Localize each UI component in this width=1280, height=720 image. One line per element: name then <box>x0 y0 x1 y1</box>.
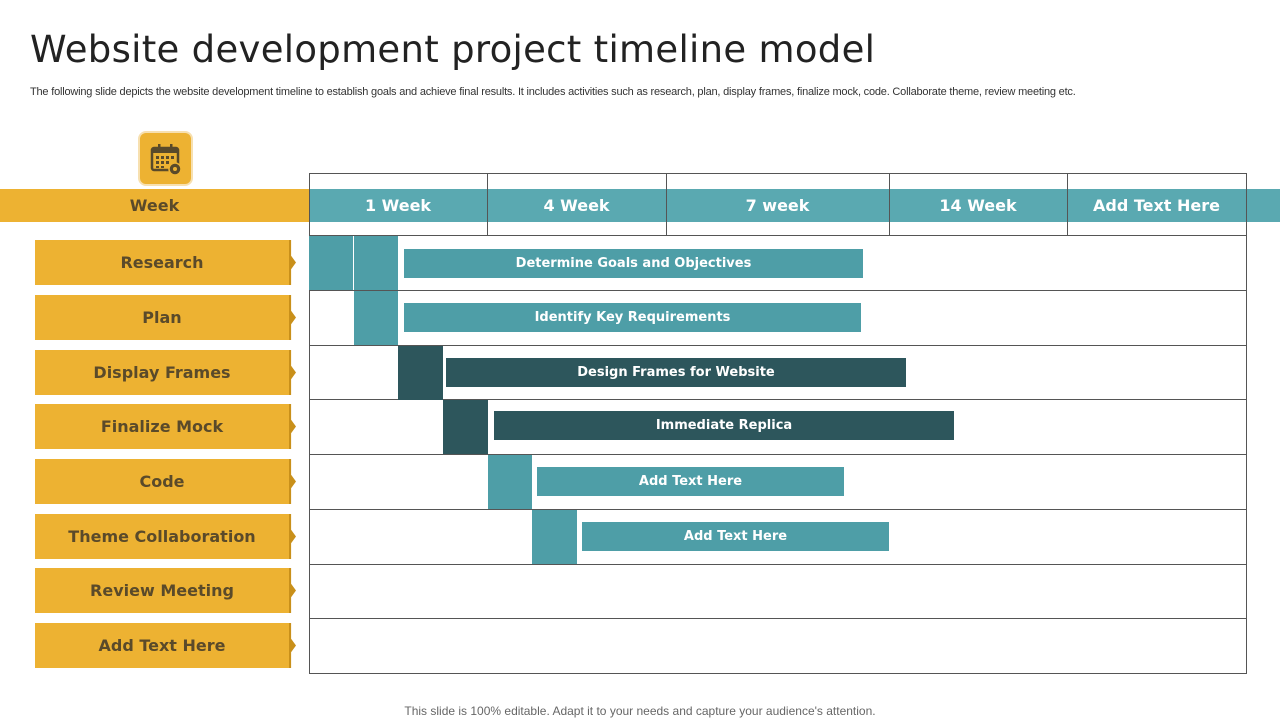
grid-line <box>309 235 1247 236</box>
task-bar: Determine Goals and Objectives <box>404 249 863 278</box>
column-header: Add Text Here <box>1092 196 1221 215</box>
grid-line <box>487 173 488 235</box>
row-label: Display Frames <box>35 350 289 395</box>
grid-line <box>309 509 1247 510</box>
grid-line <box>309 564 1247 565</box>
timeline-cell <box>398 346 443 400</box>
page-subtitle: The following slide depicts the website … <box>30 86 1076 98</box>
timeline-cell <box>309 236 353 290</box>
grid-line <box>309 345 1247 346</box>
column-header: 14 Week <box>939 196 1017 215</box>
task-bar: Identify Key Requirements <box>404 303 861 332</box>
row-label: Add Text Here <box>35 623 289 668</box>
row-label: Research <box>35 240 289 285</box>
row-label: Review Meeting <box>35 568 289 613</box>
timeline-cell <box>354 291 398 345</box>
row-label: Finalize Mock <box>35 404 289 449</box>
column-header: 7 week <box>745 196 810 215</box>
row-label: Plan <box>35 295 289 340</box>
column-header: 1 Week <box>364 196 432 215</box>
footer-note: This slide is 100% editable. Adapt it to… <box>404 704 876 718</box>
row-label: Theme Collaboration <box>35 514 289 559</box>
grid-line <box>309 173 310 673</box>
week-header-band <box>309 189 1280 222</box>
timeline-cell <box>354 236 398 290</box>
task-bar: Add Text Here <box>537 467 844 496</box>
grid-line <box>889 173 890 235</box>
week-header-label: Week <box>0 189 309 222</box>
column-header: 4 Week <box>543 196 610 215</box>
grid-line <box>309 673 1247 674</box>
row-label: Code <box>35 459 289 504</box>
timeline-cell <box>488 455 532 509</box>
grid-line <box>309 454 1247 455</box>
grid-line <box>309 618 1247 619</box>
task-bar: Immediate Replica <box>494 411 954 440</box>
grid-line <box>309 399 1247 400</box>
grid-line <box>1067 173 1068 235</box>
timeline-cell <box>443 400 488 454</box>
grid-line <box>666 173 667 235</box>
grid-line <box>309 173 1247 174</box>
grid-line <box>1246 173 1247 673</box>
task-bar: Design Frames for Website <box>446 358 906 387</box>
timeline-cell <box>532 510 577 564</box>
calendar-icon <box>138 131 193 186</box>
task-bar: Add Text Here <box>582 522 889 551</box>
page-title: Website development project timeline mod… <box>30 28 876 71</box>
grid-line <box>309 290 1247 291</box>
